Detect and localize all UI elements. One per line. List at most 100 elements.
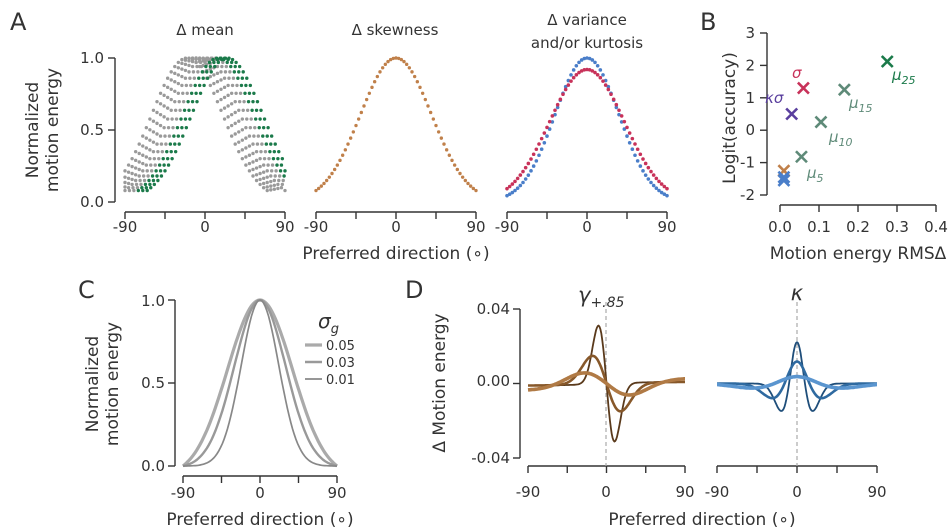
data-point <box>225 60 229 65</box>
data-point <box>176 73 181 77</box>
panel-a3-title-line1: Δ variance <box>547 11 627 29</box>
data-point <box>240 117 245 121</box>
data-point <box>126 170 131 174</box>
data-point <box>587 56 592 61</box>
data-point <box>169 97 173 102</box>
panel-c: Normalized motion energy 0.0 0.5 1.0 -90… <box>83 292 355 530</box>
data-point <box>155 174 159 178</box>
data-point <box>224 64 229 69</box>
data-point <box>622 127 627 131</box>
data-point <box>265 169 269 173</box>
data-point <box>123 180 127 185</box>
data-point <box>169 87 173 91</box>
data-point <box>434 123 438 128</box>
data-point <box>192 76 197 80</box>
data-point <box>282 174 286 178</box>
data-point <box>507 192 512 197</box>
data-point <box>659 190 664 195</box>
data-point <box>622 119 627 124</box>
data-point <box>351 130 356 134</box>
data-point <box>510 190 515 195</box>
data-point <box>563 87 568 92</box>
data-point <box>229 134 234 138</box>
data-point <box>187 56 191 61</box>
data-point <box>149 163 153 167</box>
data-point <box>222 106 227 110</box>
data-point <box>215 71 220 76</box>
data-point <box>261 125 266 130</box>
data-point <box>144 163 149 167</box>
data-point <box>428 110 433 115</box>
data-point <box>619 114 624 118</box>
panel-d-ytick-label: 0.04 <box>477 300 510 318</box>
data-point <box>237 64 242 69</box>
data-point <box>547 127 552 131</box>
data-point <box>426 104 430 108</box>
data-point <box>123 169 127 173</box>
data-point <box>212 91 216 96</box>
data-point <box>162 115 166 119</box>
panel-c-legend: 0.05 0.03 0.01 <box>305 339 355 388</box>
data-point <box>627 140 632 145</box>
data-point <box>651 173 656 177</box>
data-point <box>162 163 166 167</box>
data-point <box>523 165 528 170</box>
panel-b-ytick-label: -2 <box>740 186 755 204</box>
data-point <box>170 117 174 121</box>
data-point <box>190 64 195 69</box>
data-point <box>521 169 525 174</box>
data-point <box>223 56 228 60</box>
data-point <box>474 188 478 193</box>
data-point <box>635 147 640 152</box>
data-point <box>529 169 533 173</box>
data-point <box>256 134 261 138</box>
data-point <box>187 108 191 112</box>
panel-b-xtick-label: 0.1 <box>807 218 831 236</box>
data-point <box>513 179 517 184</box>
data-point <box>590 69 595 73</box>
data-point <box>571 75 576 80</box>
data-point <box>197 76 201 80</box>
data-point <box>266 163 270 167</box>
data-point <box>162 104 166 108</box>
data-point <box>515 176 520 181</box>
data-point <box>150 174 155 178</box>
data-point <box>126 186 131 190</box>
data-point <box>595 73 600 77</box>
data-point <box>205 70 209 74</box>
data-point <box>207 60 212 65</box>
label-mu25-symbol: μ <box>891 66 902 84</box>
data-point <box>233 142 237 146</box>
data-point <box>160 149 165 154</box>
data-point <box>550 120 555 124</box>
data-point <box>158 91 163 96</box>
data-point <box>148 148 152 152</box>
data-point <box>571 68 576 72</box>
data-point <box>356 117 361 121</box>
data-point <box>169 70 173 74</box>
panel-c-plot <box>181 298 339 468</box>
data-point <box>196 70 200 74</box>
panel-letter-a: A <box>10 8 27 36</box>
panel-d-left-title: γ+.85 <box>578 283 625 311</box>
data-point <box>247 144 252 148</box>
data-point <box>276 156 280 161</box>
data-point <box>279 186 284 190</box>
data-point <box>137 167 141 172</box>
x-marker <box>814 115 828 129</box>
data-point <box>220 57 224 62</box>
data-point <box>158 123 163 128</box>
data-point <box>198 91 203 96</box>
data-point <box>144 186 149 190</box>
data-point <box>177 99 181 104</box>
data-point <box>123 175 127 179</box>
data-point <box>246 99 251 104</box>
legend-title-sub: g <box>331 322 339 337</box>
data-point <box>220 64 224 69</box>
data-point <box>215 80 220 84</box>
panel-a-xlabel: Preferred direction (∘) <box>302 244 489 264</box>
data-point <box>141 188 145 193</box>
data-point <box>219 87 223 91</box>
data-point <box>167 134 172 138</box>
data-point <box>229 112 234 117</box>
